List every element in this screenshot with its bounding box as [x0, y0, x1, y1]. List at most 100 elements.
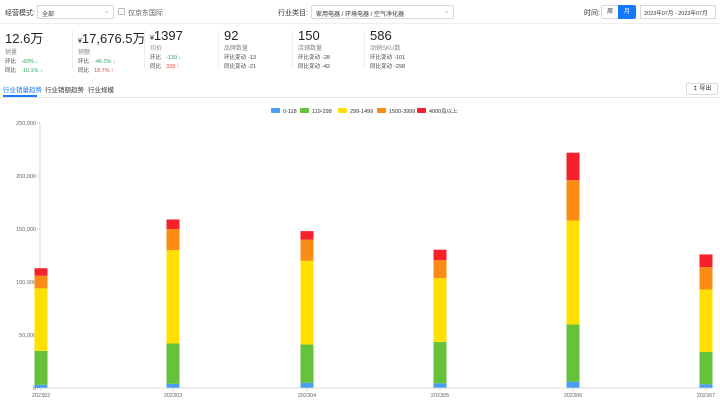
bar-segment[interactable]	[166, 383, 180, 388]
time-label: 时间:	[584, 10, 600, 17]
bar-segment[interactable]	[300, 260, 314, 345]
legend-swatch[interactable]	[300, 108, 309, 113]
active-tab-indicator	[3, 95, 37, 97]
bar-segment[interactable]	[34, 268, 48, 276]
bar-segment[interactable]	[34, 384, 48, 388]
kpi-mom: 环比变动 -101	[370, 55, 406, 61]
tab-industry-scale[interactable]: 行业规模	[88, 87, 114, 94]
bar-segment[interactable]	[166, 229, 180, 251]
bar-segment[interactable]	[166, 250, 180, 344]
kpi-brand-count: 92 品牌数量 环比变动 -13 同比变动 -21	[224, 28, 256, 72]
divider	[292, 30, 293, 68]
bar-segment[interactable]	[566, 152, 580, 181]
kpi-mom: 环比变动 -13	[224, 55, 256, 61]
bar-segment[interactable]	[699, 267, 713, 290]
legend-swatch[interactable]	[271, 108, 280, 113]
kpi-value: ¥17,676.5万	[78, 31, 146, 46]
chevron-down-icon: ⌄	[443, 9, 449, 15]
x-tick-label: 202305	[431, 393, 449, 399]
kpi-avg-price: ¥1397 均价 环比 -139 ↓ 同比 339 ↑	[150, 28, 183, 72]
week-toggle[interactable]: 周	[601, 5, 619, 19]
bar-segment[interactable]	[166, 343, 180, 384]
category-select[interactable]: 家用电器 / 环境电器 / 空气净化器 ⌄	[311, 5, 454, 19]
mode-label: 经营模式:	[5, 10, 35, 17]
bar-segment[interactable]	[566, 381, 580, 388]
kpi-yoy: 同比变动 -298	[370, 64, 406, 70]
bar-segment[interactable]	[433, 260, 447, 279]
y-tick-label: 200,000	[16, 174, 36, 180]
mode-select-value: 全部	[42, 12, 55, 18]
legend-swatch[interactable]	[417, 108, 426, 113]
bar-segment[interactable]	[300, 344, 314, 383]
bar-segment[interactable]	[699, 254, 713, 268]
bar-segment[interactable]	[34, 350, 48, 385]
category-label: 行业类目:	[278, 10, 308, 17]
y-tick-label: 250,000	[16, 121, 36, 127]
tab-bar: 行业销量趋势 行业销额趋势 行业规模	[0, 80, 720, 98]
x-tick-label: 202306	[564, 393, 582, 399]
export-button[interactable]: ↥ 导出	[686, 83, 718, 95]
legend-label[interactable]: 0-118	[283, 109, 297, 115]
kpi-name: 店铺数量	[298, 46, 323, 52]
y-tick-label: 0	[33, 386, 36, 392]
bar-segment[interactable]	[300, 231, 314, 240]
export-label: 导出	[699, 86, 712, 92]
bar-segment[interactable]	[34, 288, 48, 351]
bar-segment[interactable]	[34, 275, 48, 289]
kpi-value: ¥1397	[150, 28, 183, 43]
jd-only-checkbox[interactable]	[118, 8, 125, 15]
bar-segment[interactable]	[166, 219, 180, 229]
filter-bar: 经营模式: 全部 ⌄ 仅京东国际 行业类目: 家用电器 / 环境电器 / 空气净…	[0, 0, 720, 24]
kpi-value: 92	[224, 28, 239, 43]
x-tick-label: 202307	[697, 393, 715, 399]
divider	[218, 30, 219, 68]
date-range-picker[interactable]: 2023年07月 - 2023年07月	[640, 5, 716, 19]
y-tick-label: 50,000	[19, 333, 36, 339]
kpi-mom: 环比变动 -28	[298, 55, 330, 61]
bar-segment[interactable]	[433, 278, 447, 342]
kpi-name: 动销SKU数	[370, 46, 401, 52]
kpi-mom: 环比 -43% ↓	[5, 59, 39, 65]
kpi-yoy: 同比变动 -42	[298, 64, 330, 70]
legend-label[interactable]: 299-1499	[350, 109, 373, 115]
chart-legend: 0-118 119-298 299-1499 1500-3999 4000及以上	[271, 107, 458, 115]
bar-segment[interactable]	[433, 341, 447, 384]
kpi-row: 12.6万 销量 环比 -43% ↓ 同比 -10.1% ↓ ¥17,676.5万 …	[0, 24, 720, 74]
bar-segment[interactable]	[300, 239, 314, 261]
tab-sales-volume-trend[interactable]: 行业销量趋势	[3, 87, 42, 94]
bar-segment[interactable]	[433, 383, 447, 388]
chevron-down-icon: ⌄	[103, 9, 109, 15]
bar-segment[interactable]	[699, 384, 713, 388]
bar-segment[interactable]	[433, 249, 447, 261]
export-icon: ↥	[692, 86, 698, 92]
legend-swatch[interactable]	[338, 108, 347, 113]
legend-label[interactable]: 119-298	[312, 109, 332, 115]
date-range-value: 2023年07月 - 2023年07月	[644, 11, 708, 17]
legend-label[interactable]: 1500-3999	[389, 109, 415, 115]
kpi-yoy: 同比 18.7% ↑	[78, 68, 114, 74]
bar-segment[interactable]	[566, 180, 580, 221]
kpi-yoy: 同比变动 -21	[224, 64, 256, 70]
tab-sales-amount-trend[interactable]: 行业销额趋势	[45, 87, 84, 94]
bar-segment[interactable]	[699, 289, 713, 352]
bar-segment[interactable]	[300, 382, 314, 388]
mode-select[interactable]: 全部 ⌄	[37, 5, 114, 19]
divider	[72, 30, 73, 68]
category-select-value: 家用电器 / 环境电器 / 空气净化器	[316, 12, 405, 18]
kpi-name: 品牌数量	[224, 46, 249, 52]
kpi-yoy: 同比 -10.1% ↓	[5, 68, 43, 74]
bar-segment[interactable]	[566, 324, 580, 382]
bar-segment[interactable]	[699, 351, 713, 385]
legend-swatch[interactable]	[377, 108, 386, 113]
kpi-shop-count: 150 店铺数量 环比变动 -28 同比变动 -42	[298, 28, 330, 72]
stacked-bar-chart: 0-118 119-298 299-1499 1500-3999 4000及以上 0 50…	[16, 107, 715, 399]
kpi-value: 586	[370, 28, 392, 43]
kpi-value: 150	[298, 28, 320, 43]
kpi-mom: 环比 -46.2% ↓	[78, 59, 116, 65]
bar-segment[interactable]	[566, 220, 580, 325]
month-toggle[interactable]: 月	[618, 5, 636, 19]
chart-bars	[34, 152, 713, 388]
kpi-name: 销量	[5, 50, 18, 56]
jd-only-label: 仅京东国际	[128, 10, 163, 17]
legend-label[interactable]: 4000及以上	[429, 107, 458, 115]
